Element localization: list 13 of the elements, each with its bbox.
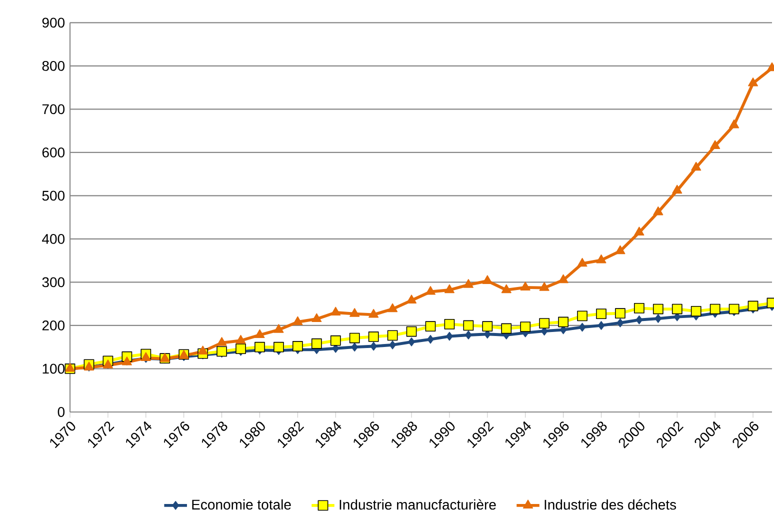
y-tick-label: 300	[42, 277, 65, 288]
y-tick-label: 400	[42, 234, 65, 244]
y-tick-label: 700	[42, 104, 65, 114]
y-tick-label: 200	[42, 320, 65, 330]
y-tick-label: 900	[42, 18, 65, 28]
y-tick-label: 0	[58, 407, 65, 417]
y-tick-label: 800	[42, 60, 65, 71]
y-tick-label: 500	[42, 190, 65, 201]
legend-label: Industrie manucfacturière	[340, 499, 496, 510]
legend-label: Industrie des déchets	[544, 499, 676, 510]
y-tick-label: 600	[42, 147, 65, 158]
legend-label: Economie totale	[192, 499, 291, 510]
y-tick-label: 100	[42, 364, 65, 374]
